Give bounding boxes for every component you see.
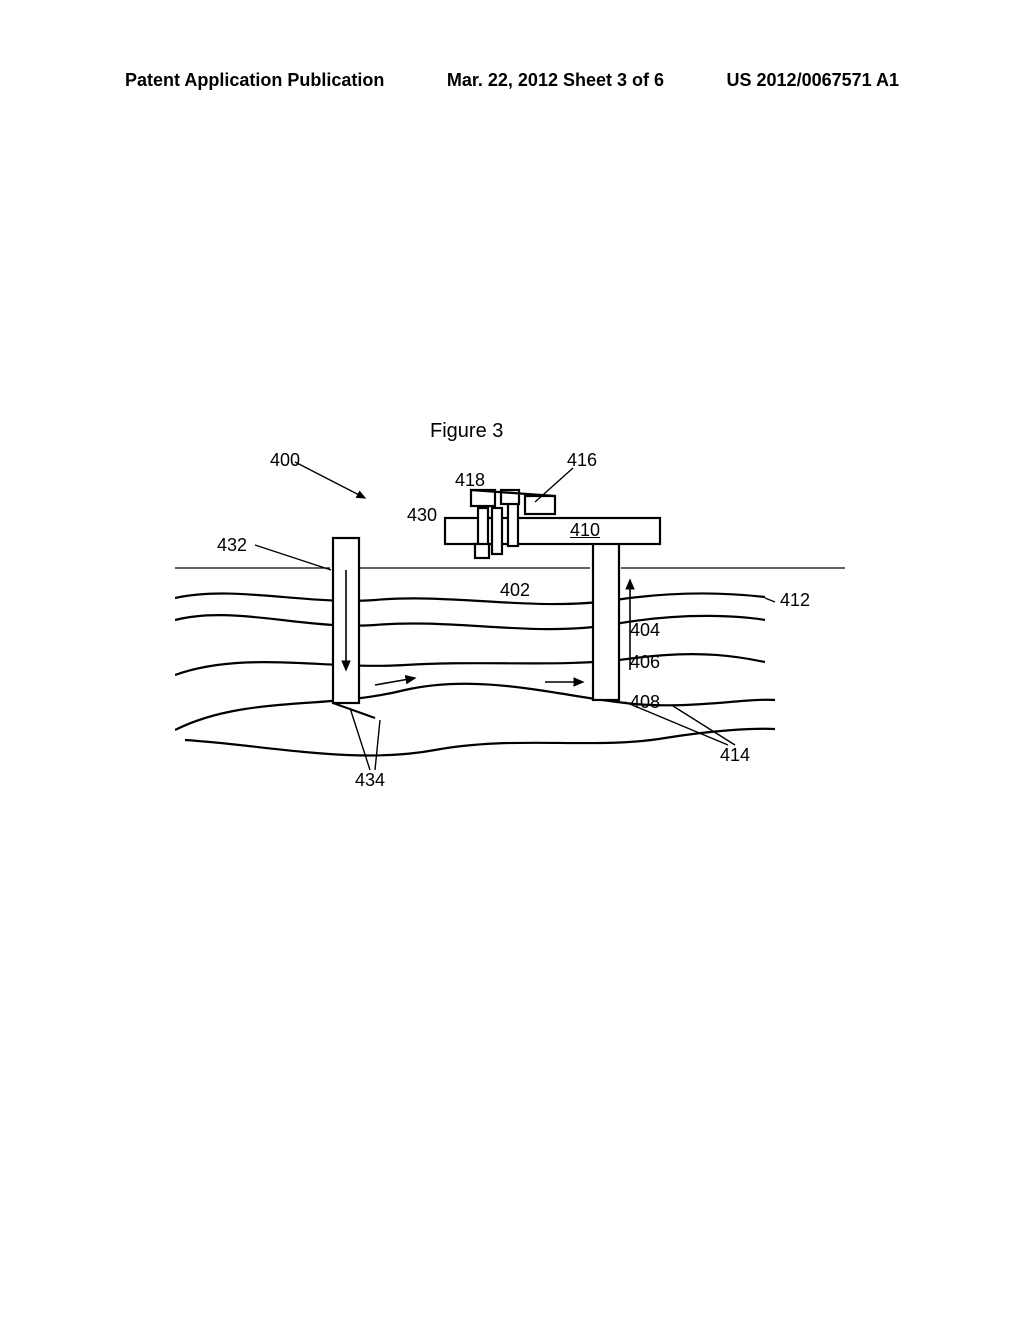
ref-432: 432 [217,535,247,556]
ref-434: 434 [355,770,385,791]
ref-402: 402 [500,580,530,601]
ref-416: 416 [567,450,597,471]
ref-404: 404 [630,620,660,641]
ref-418: 418 [455,470,485,491]
ref-400: 400 [270,450,300,471]
ref-430: 430 [407,505,437,526]
ref-408: 408 [630,692,660,713]
page-header: Patent Application Publication Mar. 22, … [0,70,1024,91]
figure-3: Figure 3 [175,420,845,820]
ref-406: 406 [630,652,660,673]
ref-412: 412 [780,590,810,611]
header-right: US 2012/0067571 A1 [727,70,899,91]
ref-414: 414 [720,745,750,766]
header-center: Mar. 22, 2012 Sheet 3 of 6 [447,70,664,91]
ref-410: 410 [570,520,600,541]
header-left: Patent Application Publication [125,70,384,91]
